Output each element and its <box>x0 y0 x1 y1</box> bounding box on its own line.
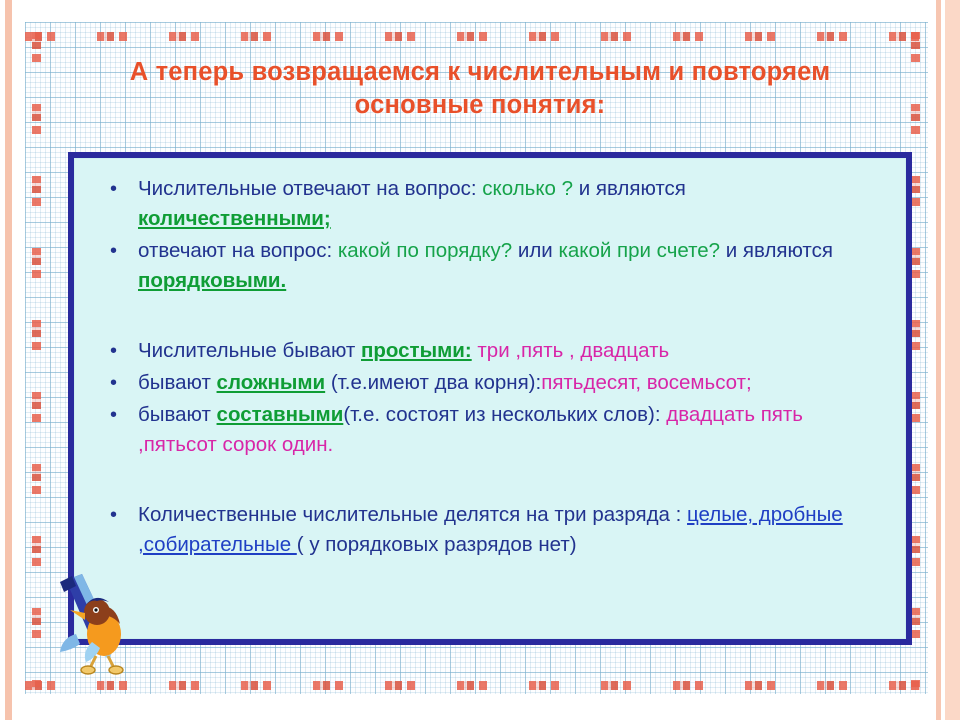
text-segment: (т.е. состоят из нескольких слов): <box>343 403 667 426</box>
text-segment: какой при счете? <box>558 239 721 262</box>
page-title: А теперь возвращаемся к числительным и п… <box>129 58 831 119</box>
text-segment: и являются <box>720 239 833 262</box>
text-segment: простыми: <box>361 339 472 362</box>
text-segment: составными <box>216 403 344 426</box>
text-segment: пятьдесят, восемьсот; <box>541 371 752 394</box>
text-segment: сколько ? <box>482 177 574 200</box>
decorative-stripe-right-inner <box>936 0 942 720</box>
text-segment: Количественные числительные делятся на т… <box>138 503 688 526</box>
text-segment: ( у порядковых разрядов нет) <box>296 533 577 556</box>
text-segment: Числительные отвечают на вопрос: <box>138 177 483 200</box>
text-segment: целые, дробные ,собирательные <box>138 503 843 556</box>
text-segment: сложными <box>216 371 326 394</box>
decorative-stripe-right-outer <box>945 0 960 720</box>
dashed-border-top <box>25 32 928 41</box>
content-panel: • Числительные отвечают на вопрос: скольк… <box>68 152 912 645</box>
list-item: • бывают составными(т.е. состоят из неско… <box>92 400 880 460</box>
bullet-point-icon: • <box>110 504 118 526</box>
text-segment: или <box>512 239 559 262</box>
bullet-point-icon: • <box>110 340 118 362</box>
bullet-point-icon: • <box>110 404 118 426</box>
bullet-point-icon: • <box>110 240 118 262</box>
text-segment: и являются <box>573 177 686 200</box>
list-item: • Количественные числительные делятся на … <box>92 500 880 560</box>
text-segment: бывают <box>138 403 217 426</box>
list-item: • Числительные отвечают на вопрос: скольк… <box>92 174 880 234</box>
crow-mascot-icon <box>60 574 124 675</box>
list-item: • бывают сложными (т.е.имеют два корня):п… <box>92 368 880 398</box>
list-item: • Числительные бывают простыми: три ,пять… <box>92 336 880 366</box>
text-segment: какой по порядку? <box>337 239 513 262</box>
text-segment: Числительные бывают <box>138 339 361 362</box>
content-panel-inner: • Числительные отвечают на вопрос: скольк… <box>74 158 906 572</box>
concept-list: • Числительные отвечают на вопрос: скольк… <box>92 174 880 560</box>
decorative-stripe-left <box>5 0 12 720</box>
bullet-point-icon: • <box>110 178 118 200</box>
list-item: • отвечают на вопрос: какой по порядку? и… <box>92 236 880 296</box>
decorative-stripe-right-gap <box>941 0 945 720</box>
text-segment: двадцать пять ,пятьсот сорок один. <box>138 403 803 456</box>
text-segment: количественными; <box>138 207 331 230</box>
text-segment: бывают <box>138 371 217 394</box>
text-segment: (т.е.имеют два корня): <box>325 371 542 394</box>
text-segment: порядковыми. <box>138 269 287 292</box>
dashed-border-right <box>911 32 920 690</box>
text-segment: три ,пять , двадцать <box>477 339 670 362</box>
dashed-border-left <box>32 32 41 690</box>
dashed-border-bottom <box>25 681 928 690</box>
text-segment: отвечают на вопрос: <box>138 239 338 262</box>
bullet-point-icon: • <box>110 372 118 394</box>
